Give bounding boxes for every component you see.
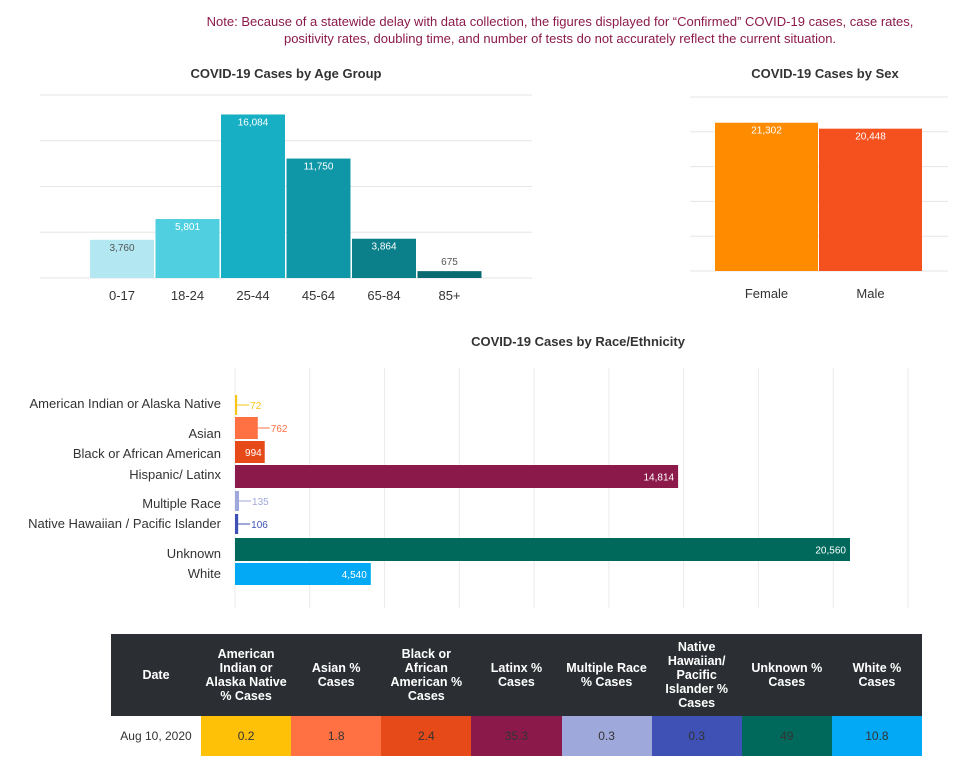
bar-85+ [417,271,482,278]
bar-value-label: 14,814 [644,473,675,484]
bar-Female [715,122,818,271]
bar-value-label: 72 [250,401,262,412]
table-header-cell: Asian % Cases [291,634,382,716]
table-value-cell: 2.4 [381,716,472,756]
table-header-cell: Native Hawaiian/ Pacific Islander % Case… [651,634,742,716]
bar-value-label: 994 [245,448,262,459]
bar-value-label: 4,540 [342,570,367,581]
y-tick-label: Multiple Race [142,496,221,511]
bar-value-label: 3,760 [109,243,134,254]
bar-black-or-african-american [235,441,265,463]
y-tick-label: Unknown [167,546,221,561]
y-tick-label: White [188,566,221,581]
bar-value-label: 106 [251,520,268,531]
y-tick-label: Asian [188,426,221,441]
bar-Male [819,128,922,271]
table-header-cell: American Indian or Alaska Native % Cases [201,634,292,716]
bar-asian [235,417,258,439]
table-value-cell: 35.3 [471,716,562,756]
race-percent-table: Date American Indian or Alaska Native % C… [111,634,922,756]
x-tick-label: 18-24 [171,288,204,303]
age-chart-title: COVID-19 Cases by Age Group [190,66,382,81]
bar-unknown [235,538,850,561]
bar-value-label: 20,560 [815,546,846,557]
table-header-cell: White % Cases [831,634,922,716]
data-delay-note: Note: Because of a statewide delay with … [206,14,914,46]
bar-native-hawaiian-pacific-islander [235,514,239,534]
bar-value-label: 135 [252,497,269,508]
bar-american-indian-or-alaska-native [235,395,238,415]
x-tick-label: Male [856,286,884,301]
table-header-cell: Unknown % Cases [741,634,832,716]
table-header-cell: Latinx % Cases [471,634,562,716]
x-tick-label: 85+ [438,288,460,303]
bar-value-label: 675 [441,257,458,268]
y-tick-label: American Indian or Alaska Native [30,396,221,411]
table-value-cell: 0.3 [651,716,742,756]
bar-value-label: 762 [271,424,288,435]
bar-multiple-race [235,491,240,511]
race-ethnicity-chart: American Indian or Alaska Native 72 Asian 7… [28,368,909,608]
x-tick-label: 25-44 [236,288,269,303]
x-tick-label: 0-17 [109,288,135,303]
age-group-chart: 3,760 0-17 5,801 18-24 16,084 25-44 11,750 45-6… [40,94,532,303]
table-value-cell: 1.8 [291,716,382,756]
bar-45-64 [286,158,351,278]
bar-white [235,563,371,585]
table-value-cell: 49 [741,716,832,756]
sex-chart-title: COVID-19 Cases by Sex [751,66,899,81]
bar-value-label: 3,864 [371,242,396,253]
table-header-cell: Date [111,634,201,716]
race-chart-title: COVID-19 Cases by Race/Ethnicity [471,334,685,349]
table-value-cell: 0.2 [201,716,292,756]
table-date-cell: Aug 10, 2020 [111,716,201,756]
bar-value-label: 5,801 [175,222,200,233]
bar-value-label: 11,750 [304,162,334,173]
bar-0-17 [90,239,154,278]
table-header-row: Date American Indian or Alaska Native % C… [111,634,922,716]
table-value-cell: 10.8 [831,716,922,756]
bar-25-44 [221,114,285,278]
y-tick-label: Hispanic/ Latinx [129,467,221,482]
sex-chart: 21,302 Female 20,448 Male [690,96,948,301]
x-tick-label: 65-84 [367,288,400,303]
x-tick-label: Female [745,286,788,301]
y-tick-label: Native Hawaiian / Pacific Islander [28,516,222,531]
bar-18-24 [155,219,220,278]
bar-65-84 [352,238,416,278]
bar-value-label: 21,302 [751,126,782,137]
table-header-cell: Multiple Race % Cases [561,634,652,716]
x-tick-label: 45-64 [302,288,335,303]
table-value-cell: 0.3 [561,716,652,756]
bar-value-label: 16,084 [238,117,269,128]
table-header-cell: Black or African American % Cases [381,634,472,716]
bar-value-label: 20,448 [855,132,886,143]
bar-hispanic-latinx [235,465,679,488]
table-row: Aug 10, 2020 0.2 1.8 2.4 35.3 0.3 0.3 49 10.8 [111,716,922,756]
y-tick-label: Black or African American [73,446,221,461]
